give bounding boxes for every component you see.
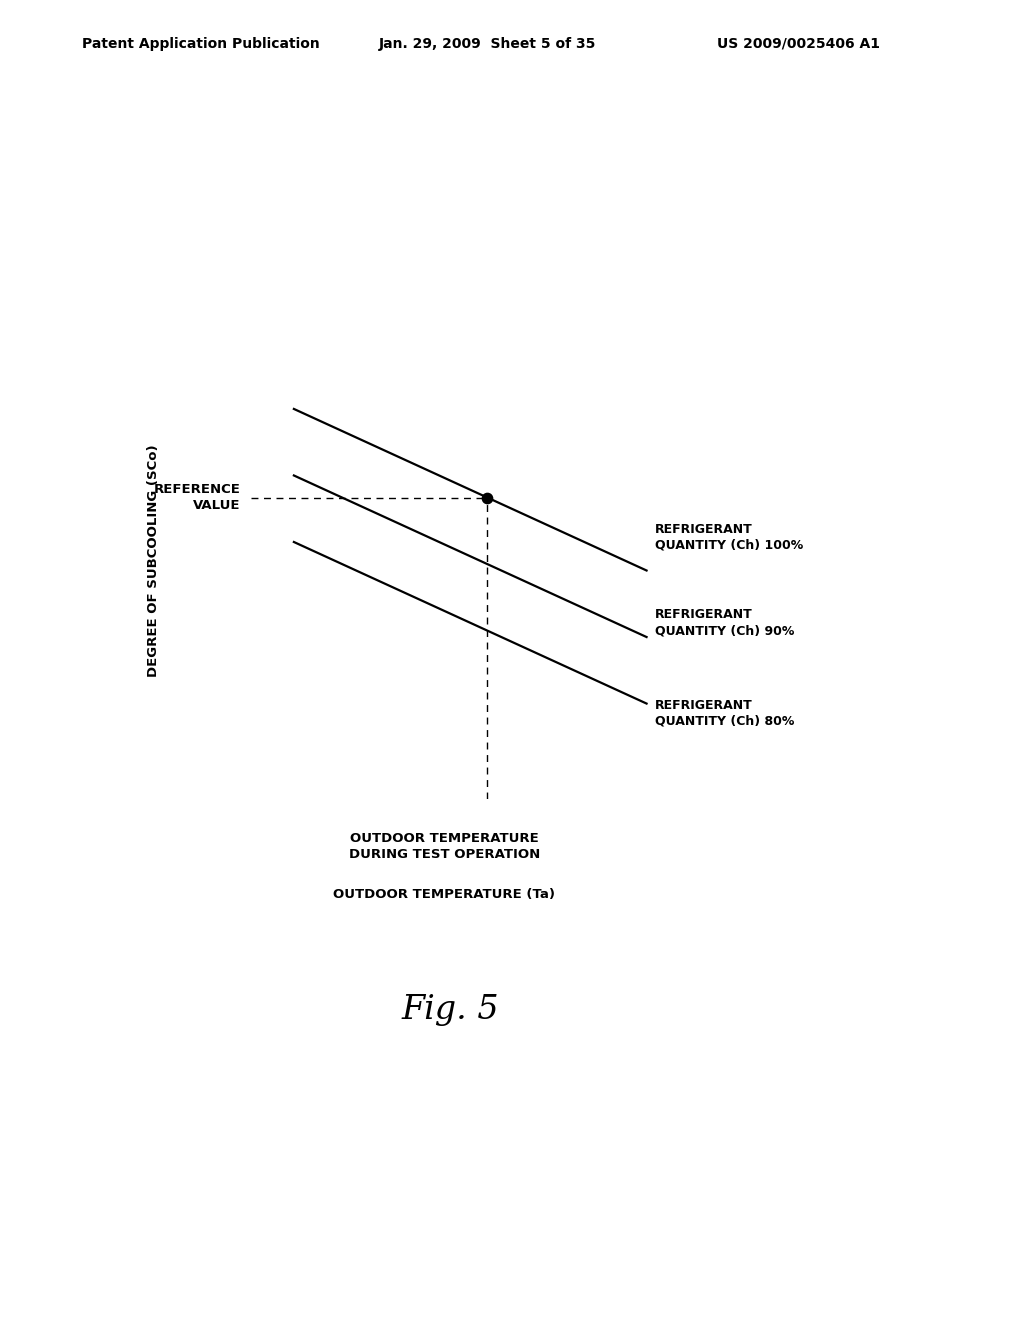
Text: REFERENCE
VALUE: REFERENCE VALUE [154, 483, 241, 512]
Text: REFRIGERANT
QUANTITY (Ch) 90%: REFRIGERANT QUANTITY (Ch) 90% [655, 609, 795, 638]
Text: OUTDOOR TEMPERATURE (Ta): OUTDOOR TEMPERATURE (Ta) [334, 888, 555, 902]
Point [479, 487, 496, 508]
Text: Jan. 29, 2009  Sheet 5 of 35: Jan. 29, 2009 Sheet 5 of 35 [379, 37, 596, 51]
Text: OUTDOOR TEMPERATURE
DURING TEST OPERATION: OUTDOOR TEMPERATURE DURING TEST OPERATIO… [349, 832, 540, 861]
Text: Patent Application Publication: Patent Application Publication [82, 37, 319, 51]
Text: REFRIGERANT
QUANTITY (Ch) 100%: REFRIGERANT QUANTITY (Ch) 100% [655, 523, 804, 552]
Text: US 2009/0025406 A1: US 2009/0025406 A1 [717, 37, 880, 51]
Text: Fig. 5: Fig. 5 [401, 994, 500, 1026]
Text: DEGREE OF SUBCOOLING (SCo): DEGREE OF SUBCOOLING (SCo) [147, 445, 160, 677]
Text: REFRIGERANT
QUANTITY (Ch) 80%: REFRIGERANT QUANTITY (Ch) 80% [655, 698, 795, 727]
